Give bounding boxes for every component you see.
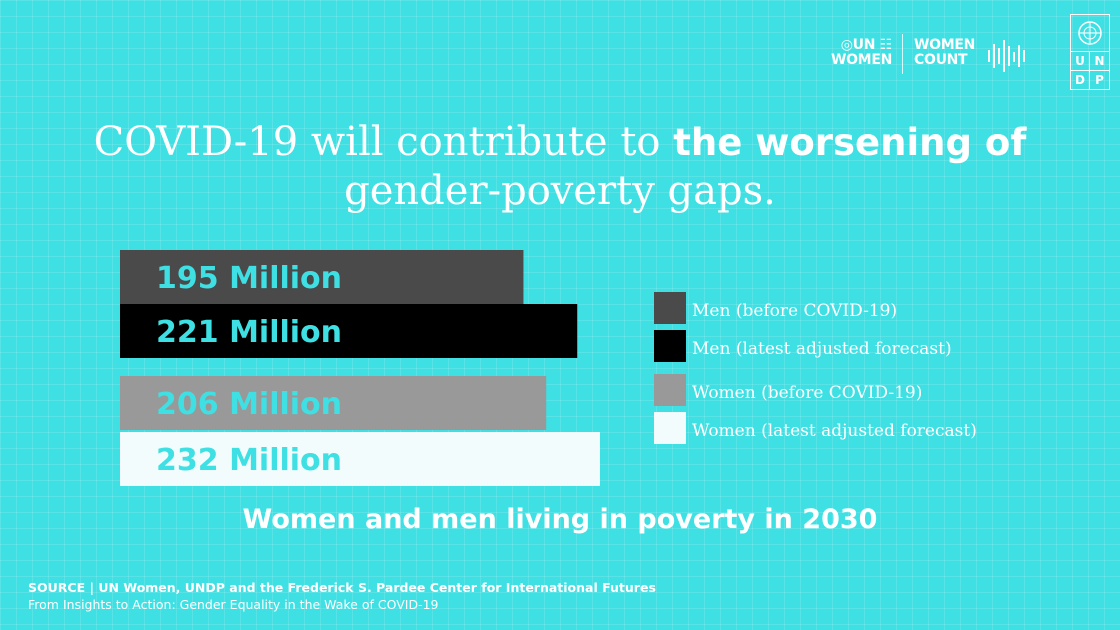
headline: COVID-19 will contribute to the worsenin… — [0, 118, 1120, 215]
bar-1 — [120, 304, 578, 358]
legend-swatch — [654, 412, 686, 444]
bar-value-label: 195 Million — [156, 261, 342, 296]
undp-letter: D — [1071, 70, 1090, 89]
bar-value-label: 206 Million — [156, 387, 342, 422]
undp-logo: U N D P — [1070, 14, 1110, 90]
women-count-logo: WOMEN COUNT — [914, 38, 1004, 68]
legend-label: Women (latest adjusted forecast) — [692, 421, 977, 441]
bar-3 — [120, 432, 600, 486]
un-women-symbol-icon: ☷ — [875, 37, 893, 53]
headline-bold: the worsening of — [673, 121, 1027, 164]
chart-legend: Men (before COVID-19) Men (latest adjuste… — [654, 292, 977, 444]
legend-label: Men (before COVID-19) — [692, 301, 897, 321]
women-count-logo-line2: COUNT — [914, 52, 968, 68]
logo-divider — [902, 34, 903, 74]
headline-line1: COVID-19 will contribute to the worsenin… — [0, 118, 1120, 167]
legend-label: Men (latest adjusted forecast) — [692, 339, 952, 359]
bar-value-label: 221 Million — [156, 315, 342, 350]
un-women-logo-line1: UN — [852, 37, 876, 53]
un-women-logo-line2: WOMEN — [830, 52, 892, 68]
source-credit: SOURCE | UN Women, UNDP and the Frederic… — [28, 580, 656, 595]
legend-swatch — [654, 330, 686, 362]
bar-0 — [120, 250, 524, 304]
source-publication: From Insights to Action: Gender Equality… — [28, 597, 439, 612]
women-count-bars-icon — [988, 40, 1025, 72]
legend-swatch — [654, 374, 686, 406]
bar-2 — [120, 376, 547, 430]
headline-line2: gender-poverty gaps. — [344, 168, 776, 214]
bar-value-label: 232 Million — [156, 443, 342, 478]
legend-swatch — [654, 292, 686, 324]
bars-layer: 195 Million 221 Million 206 Million 232 Mil… — [120, 250, 600, 486]
undp-letter: U — [1071, 51, 1090, 70]
women-count-logo-line1: WOMEN — [914, 37, 976, 53]
chart-title: Women and men living in poverty in 2030 — [242, 504, 878, 535]
poverty-bar-chart: 195 Million 221 Million 206 Million 232 Mil… — [120, 250, 977, 486]
legend-label: Women (before COVID-19) — [692, 383, 922, 403]
un-women-logo: ◎UN ☷ WOMEN — [782, 38, 892, 68]
headline-regular: COVID-19 will contribute to — [93, 119, 674, 165]
undp-letter: N — [1090, 51, 1109, 70]
undp-letter: P — [1090, 70, 1109, 89]
un-emblem-icon: ◎ — [840, 37, 853, 53]
un-emblem-icon — [1078, 21, 1102, 45]
